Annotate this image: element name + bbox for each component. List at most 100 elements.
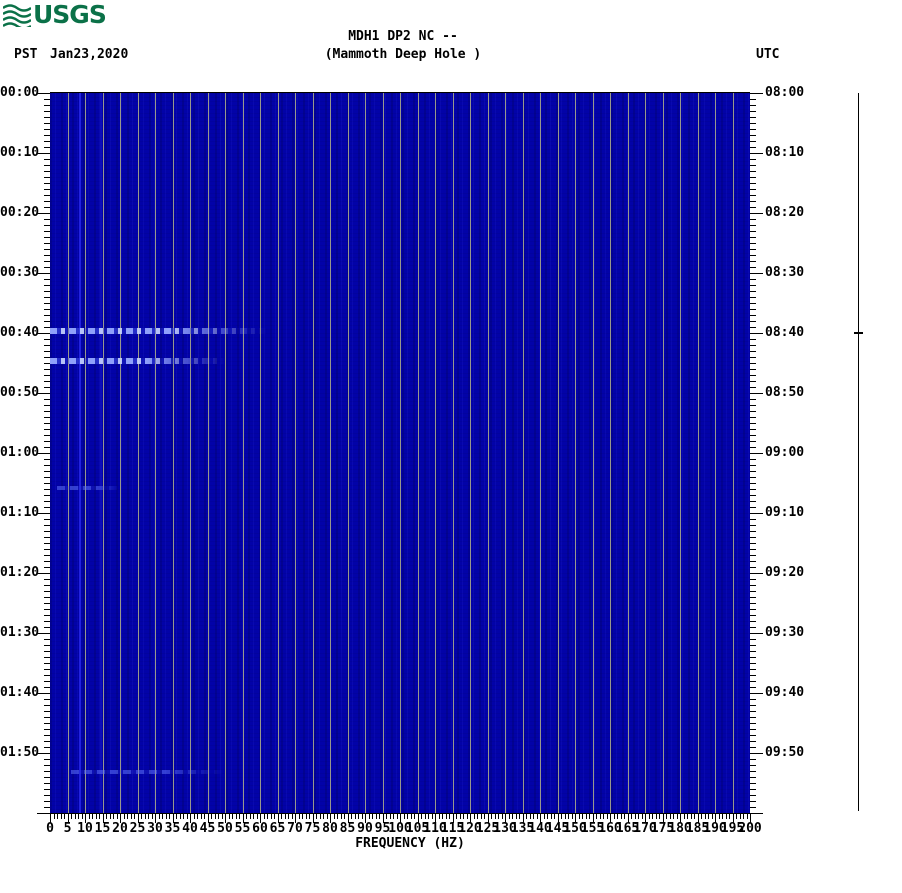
y-tick-right — [750, 513, 763, 514]
x-axis-tick-label: 15 — [94, 821, 111, 836]
y-axis-label-utc: 09:10 — [765, 505, 805, 520]
gridline — [487, 93, 489, 813]
x-axis-tick-label: 115 — [440, 821, 465, 836]
x-tick — [116, 814, 118, 819]
x-tick — [155, 814, 156, 823]
x-axis-tick-label: 110 — [423, 821, 447, 836]
y-tick-right — [750, 759, 756, 760]
y-tick-right — [750, 99, 756, 100]
x-tick — [382, 814, 384, 823]
x-tick — [169, 814, 170, 819]
y-tick-left — [37, 393, 50, 394]
gridline — [120, 93, 121, 813]
y-tick-right — [750, 177, 756, 178]
y-tick-right — [750, 699, 756, 700]
x-tick — [211, 814, 212, 819]
x-tick — [53, 814, 55, 819]
y-tick-right — [750, 231, 756, 232]
x-tick — [592, 814, 594, 823]
y-tick-right — [750, 237, 756, 238]
x-axis-tick-label: 105 — [405, 821, 430, 836]
x-tick — [638, 814, 639, 819]
y-tick-left — [37, 813, 50, 814]
y-tick-right — [750, 123, 756, 124]
x-tick — [330, 814, 331, 823]
x-tick — [148, 814, 149, 819]
y-axis-label-pst: 00:50 — [0, 385, 40, 400]
x-tick — [277, 814, 279, 823]
spectrogram-plot[interactable] — [50, 92, 750, 814]
y-tick-right — [750, 423, 756, 424]
event-band — [50, 327, 267, 334]
x-tick — [284, 814, 286, 819]
y-tick-left — [37, 93, 50, 94]
x-tick — [652, 814, 653, 819]
x-tick — [235, 814, 237, 819]
x-axis-tick-label: 150 — [563, 821, 587, 836]
y-tick-right — [750, 369, 756, 370]
gridline — [627, 93, 629, 813]
x-axis-tick-label: 175 — [650, 821, 675, 836]
x-tick — [435, 814, 436, 823]
x-axis-tick-label: 25 — [129, 821, 146, 836]
x-axis-tick-label: 70 — [287, 821, 303, 836]
x-tick — [407, 814, 408, 819]
x-axis-tick-label: 180 — [668, 821, 692, 836]
x-tick — [228, 814, 230, 819]
x-axis-tick-label: 20 — [112, 821, 128, 836]
x-tick — [582, 814, 583, 819]
gridline — [207, 93, 209, 813]
x-tick — [466, 814, 468, 819]
y-tick-right — [750, 183, 756, 184]
x-tick — [715, 814, 716, 823]
x-tick — [99, 814, 100, 819]
persistent-tone-stripe — [78, 93, 81, 813]
x-tick — [536, 814, 538, 819]
y-tick-left — [37, 693, 50, 694]
y-tick-right — [750, 153, 763, 154]
x-tick — [57, 814, 58, 819]
x-tick — [291, 814, 293, 819]
x-tick — [232, 814, 233, 819]
x-tick — [596, 814, 597, 819]
x-tick — [316, 814, 317, 819]
x-tick — [200, 814, 202, 819]
x-tick — [337, 814, 338, 819]
x-tick — [246, 814, 247, 819]
y-tick-right — [750, 609, 756, 610]
x-tick — [347, 814, 349, 823]
y-tick-right — [750, 471, 756, 472]
x-tick — [452, 814, 454, 823]
x-tick — [85, 814, 86, 823]
gridline — [347, 93, 349, 813]
y-axis-label-pst: 01:20 — [0, 565, 40, 580]
y-tick-right — [750, 255, 756, 256]
y-tick-right — [750, 531, 756, 532]
x-tick — [179, 814, 181, 819]
y-axis-label-utc: 08:20 — [765, 205, 805, 220]
x-axis-tick-label: 85 — [339, 821, 356, 836]
x-axis-tick-label: 135 — [510, 821, 535, 836]
x-tick — [561, 814, 562, 819]
y-tick-right — [750, 465, 756, 466]
y-tick-left — [37, 753, 50, 754]
x-tick — [645, 814, 646, 823]
gridline — [697, 93, 699, 813]
gridline — [732, 93, 734, 813]
chart-subtitle: (Mammoth Deep Hole ) — [324, 47, 482, 62]
x-tick — [361, 814, 363, 819]
y-tick-right — [750, 777, 756, 778]
y-tick-right — [750, 411, 756, 412]
usgs-logo-text: USGS — [33, 0, 107, 29]
y-axis-label-pst: 01:50 — [0, 745, 40, 760]
x-tick — [190, 814, 191, 823]
x-tick — [617, 814, 618, 819]
x-tick — [480, 814, 482, 819]
y-tick-right — [750, 561, 756, 562]
y-tick-right — [750, 141, 756, 142]
y-tick-right — [750, 165, 756, 166]
x-tick — [386, 814, 387, 819]
y-tick-right — [750, 525, 756, 526]
x-tick — [326, 814, 328, 819]
y-tick-right — [750, 603, 756, 604]
